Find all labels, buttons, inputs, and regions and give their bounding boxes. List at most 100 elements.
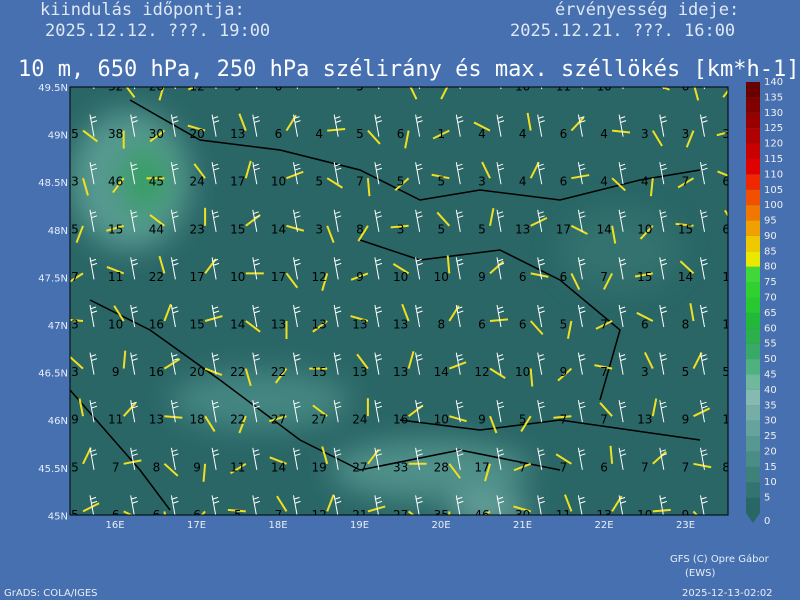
credit: GFS (C) Opre Gábor	[670, 553, 770, 565]
wind-barb	[252, 114, 260, 137]
gust-value: 15	[678, 222, 693, 236]
wind-barb	[75, 225, 84, 243]
lat-label: 45N	[48, 511, 68, 522]
colorbar-label: 15	[764, 462, 777, 473]
wind-barb	[238, 113, 247, 131]
gust-value: 6	[275, 80, 283, 94]
gust-value: 4	[519, 175, 527, 189]
wind-barb	[577, 257, 586, 280]
gust-value: 19	[312, 460, 327, 474]
colorbar-swatch	[746, 328, 760, 344]
wind-barb	[269, 456, 287, 465]
wind-barb	[407, 510, 416, 515]
wind-barb	[170, 209, 179, 232]
gust-value: 6	[478, 318, 486, 332]
gust-value: 38	[108, 127, 123, 141]
wind-barb	[106, 266, 125, 275]
wind-barb	[204, 367, 223, 376]
colorbar-swatch	[746, 205, 760, 221]
gust-value: 28	[434, 460, 449, 474]
gust-value: 6	[600, 460, 608, 474]
gust-value: 22	[230, 365, 245, 379]
gust-value: 7	[600, 365, 608, 379]
colorbar-tip	[746, 513, 760, 523]
wind-barb	[392, 263, 410, 275]
wind-barb	[513, 505, 531, 513]
gust-value: 4	[315, 127, 323, 141]
wind-barb	[693, 407, 711, 418]
gust-value: 6	[682, 80, 690, 94]
wind-barb	[693, 87, 700, 101]
wind-barb	[659, 400, 667, 423]
wind-barb	[252, 447, 260, 470]
wind-barb	[130, 114, 138, 137]
wind-barb	[489, 260, 505, 275]
wind-barb	[321, 446, 329, 465]
wind-barb	[526, 112, 532, 131]
wind-barb	[496, 162, 505, 185]
wind-barb	[529, 320, 544, 336]
wind-barb	[211, 209, 220, 232]
lon-label: 16E	[105, 520, 124, 531]
gust-value: 6	[397, 127, 405, 141]
gust-value: 15	[108, 222, 123, 236]
gust-value: 11	[556, 508, 571, 522]
wind-barb	[70, 318, 84, 322]
wind-barb	[366, 178, 371, 197]
wind-barb	[660, 87, 670, 91]
gust-value: 5	[71, 460, 79, 474]
colorbar-label: 75	[764, 277, 777, 288]
wind-barb	[252, 400, 260, 423]
wind-barb	[570, 116, 585, 132]
wind-barb	[659, 257, 667, 280]
wind-barb	[130, 352, 138, 375]
wind-barb	[700, 114, 708, 137]
wind-barb	[293, 209, 301, 232]
colorbar-swatch	[746, 359, 760, 375]
colorbar-swatch	[746, 451, 760, 467]
wind-barb	[245, 320, 261, 333]
start-time: 2025.12.12. ???. 19:00	[45, 21, 270, 41]
colorbar-swatch	[746, 112, 760, 129]
wind-barb	[716, 131, 728, 137]
wind-barb	[123, 459, 142, 465]
wind-barb	[724, 209, 728, 218]
gust-value: 6	[275, 127, 283, 141]
gust-value: 7	[600, 270, 608, 284]
gust-value: 15	[637, 270, 652, 284]
wind-barb	[106, 224, 124, 232]
wind-barb	[211, 400, 220, 423]
wind-barb	[367, 129, 381, 145]
gust-value: 5	[356, 80, 364, 94]
wind-barb	[537, 400, 545, 423]
gust-value: 7	[600, 318, 608, 332]
wind-barb	[577, 304, 586, 328]
wind-barb	[193, 163, 206, 179]
wind-barb	[496, 352, 505, 375]
wind-barb	[163, 358, 181, 370]
wind-barb	[537, 447, 545, 470]
gust-value: 3	[722, 127, 730, 141]
gust-value: 7	[682, 460, 690, 474]
gust-value: 10	[271, 175, 286, 189]
wind-barb	[659, 352, 667, 375]
wind-barb	[350, 272, 369, 281]
colorbar-swatch	[746, 235, 760, 252]
colorbar-label: 65	[764, 308, 777, 319]
gust-value: 5	[437, 222, 445, 236]
wind-barb	[652, 508, 671, 513]
wind-barb	[537, 209, 545, 232]
wind-barb	[577, 495, 586, 515]
wind-barb	[326, 177, 343, 189]
wind-barb	[693, 462, 712, 469]
wind-barb	[374, 257, 383, 280]
wind-barb	[333, 257, 342, 280]
wind-barb	[609, 445, 614, 464]
gust-value: 10	[393, 270, 408, 284]
wind-barb	[722, 89, 728, 98]
wind-barb	[689, 303, 695, 322]
gust-value: 12	[474, 365, 489, 379]
gust-value: 6	[641, 318, 649, 332]
wind-barb	[611, 129, 631, 134]
